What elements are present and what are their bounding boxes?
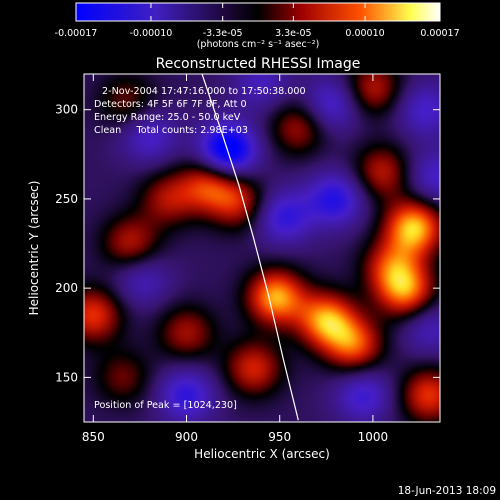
x-tick-label: 950: [268, 430, 291, 444]
x-tick-label: 900: [175, 430, 198, 444]
detectors-annotation: Detectors: 4F 5F 6F 7F 8F, Att 0: [94, 99, 247, 110]
y-axis-label: Heliocentric Y (arcsec): [27, 181, 41, 316]
colorbar-tick-label: -0.00017: [55, 28, 98, 39]
colorbar: [75, 2, 441, 22]
solar-limb-curve: [201, 74, 299, 421]
y-tick-label: 200: [55, 281, 78, 295]
colorbar-ticks: -0.00017 -0.00010 -3.3e-05 3.3e-05 0.00010 0.…: [55, 3, 460, 39]
time-annotation: 2-Nov-2004 17:47:16.000 to 17:50:38.000: [102, 86, 306, 97]
x-axis-label: Heliocentric X (arcsec): [194, 447, 330, 461]
y-tick-label: 300: [55, 103, 78, 117]
y-tick-label: 150: [55, 370, 78, 384]
x-tick-label: 850: [82, 430, 105, 444]
colorbar-label: (photons cm⁻² s⁻¹ asec⁻²): [197, 39, 320, 50]
plot-frame: [83, 73, 441, 423]
y-tick-label: 250: [55, 192, 78, 206]
peak-annotation: Position of Peak = [1024,230]: [94, 400, 237, 411]
energy-annotation: Energy Range: 25.0 - 50.0 keV: [94, 112, 241, 123]
x-tick-label: 1000: [358, 430, 389, 444]
colorbar-tick-label: 0.00017: [420, 28, 459, 39]
colorbar-tick-label: -3.3e-05: [203, 28, 243, 39]
colorbar-tick-label: 0.00010: [345, 28, 384, 39]
axis-ticks: 850 900 950 1000 150 200 250 300: [55, 74, 440, 444]
colorbar-tick-label: -0.00010: [130, 28, 173, 39]
footer-date: 18-Jun-2013 18:09: [398, 485, 496, 497]
heatmap-image: [84, 74, 440, 422]
colorbar-tick-label: 3.3e-05: [275, 28, 311, 39]
clean-annotation: Clean Total counts: 2.98E+03: [94, 125, 248, 136]
chart-title: Reconstructed RHESSI Image: [156, 56, 361, 72]
